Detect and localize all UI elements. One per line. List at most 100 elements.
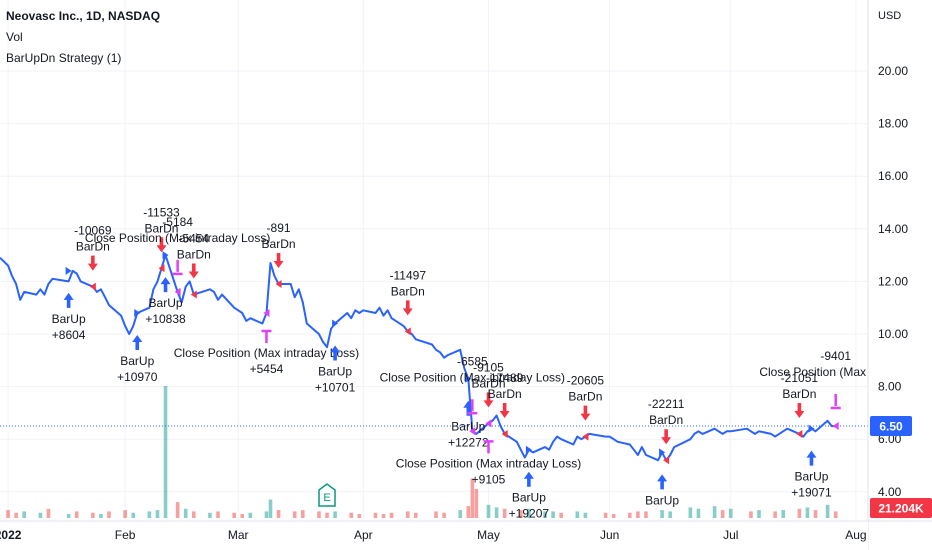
earnings-marker-letter: E	[323, 492, 330, 504]
sell-arrow	[188, 263, 199, 279]
volume-bar	[216, 511, 220, 518]
signal-label: BarDn	[488, 387, 522, 401]
signal-label: +9105	[472, 472, 506, 486]
volume-bar	[781, 510, 786, 518]
volume-bar	[696, 508, 701, 518]
close-arrow	[830, 394, 841, 410]
fill-marker	[501, 429, 508, 438]
volume-bar	[292, 511, 297, 518]
volume-value: 21.204K	[878, 502, 924, 516]
volume-bar	[442, 512, 446, 518]
volume-bar	[14, 512, 18, 518]
volume-bar	[668, 511, 672, 518]
volume-bar	[268, 499, 273, 518]
volume-bar	[208, 512, 212, 518]
y-tick-label: 12.00	[878, 274, 908, 288]
signal-label: -9401	[820, 349, 851, 363]
y-tick-label: 10.00	[878, 327, 908, 341]
volume-bar	[414, 512, 418, 518]
x-tick-label: Feb	[115, 528, 136, 542]
signal-label: +10970	[117, 370, 158, 384]
volume-tag	[870, 498, 932, 518]
y-tick-label: 18.00	[878, 117, 908, 131]
volume-bar	[175, 502, 180, 518]
legend-strategy[interactable]: BarUpDn Strategy (1)	[6, 51, 122, 65]
volume-bar	[373, 512, 378, 518]
legend-symbol[interactable]: Neovasc Inc., 1D, NASDAQ	[6, 9, 161, 23]
fill-marker	[65, 266, 72, 275]
volume-bar	[232, 512, 236, 518]
last-price-tag	[870, 416, 912, 437]
volume-bar	[325, 512, 329, 518]
sell-arrow	[499, 402, 510, 418]
signal-label: +5454	[250, 362, 284, 376]
volume-bar	[527, 508, 531, 518]
signal-label: -9105	[473, 360, 504, 374]
sell-arrow	[483, 392, 494, 408]
x-tick-label: Aug	[845, 528, 866, 542]
volume-bar	[147, 511, 152, 518]
volume-bar	[611, 514, 616, 518]
sell-arrow	[580, 405, 591, 421]
volume-bar	[381, 514, 386, 518]
volume-bar	[107, 511, 111, 518]
volume-bar	[38, 512, 43, 518]
volume-bar	[357, 514, 362, 518]
volume-bar	[502, 508, 507, 518]
fill-marker	[174, 287, 181, 296]
x-tick-label: Mar	[228, 528, 249, 542]
price-line	[0, 254, 836, 462]
signal-label: -6585	[457, 354, 488, 368]
signal-label: -5184	[162, 215, 193, 229]
volume-bar	[74, 511, 79, 518]
signal-label: BarUp	[52, 312, 86, 326]
close-arrow	[261, 329, 272, 343]
buy-arrow	[132, 334, 143, 350]
volume-bar	[300, 510, 305, 518]
fill-marker	[469, 427, 476, 436]
close-arrow	[467, 399, 478, 415]
buy-arrow	[657, 474, 668, 490]
y-tick-label: 8.00	[878, 380, 902, 394]
time-axis-bg	[0, 521, 868, 550]
signal-label: +19071	[791, 486, 832, 500]
legend-volume[interactable]: Vol	[6, 30, 23, 44]
volume-bar	[405, 511, 410, 518]
volume-bar	[123, 510, 127, 518]
volume-bar	[389, 512, 394, 518]
x-tick-label: Apr	[354, 528, 373, 542]
volume-bar	[240, 514, 245, 518]
volume-bar	[474, 488, 479, 518]
volume-bar	[183, 508, 188, 518]
legend: Neovasc Inc., 1D, NASDAQ Vol BarUpDn Str…	[6, 6, 160, 69]
volume-bar	[470, 478, 475, 518]
fill-marker	[796, 429, 803, 438]
signal-label: BarUp	[645, 493, 679, 507]
buy-arrow	[160, 277, 171, 293]
fill-marker	[582, 432, 589, 441]
y-tick-label: 14.00	[878, 222, 908, 236]
price-axis-bg	[868, 0, 932, 550]
fill-marker	[404, 327, 411, 336]
volume-bar	[46, 508, 51, 518]
sell-arrow	[87, 255, 98, 271]
volume-bar	[191, 511, 196, 518]
signal-label: -10069	[74, 224, 112, 238]
fill-marker	[485, 419, 492, 428]
fill-marker	[134, 308, 141, 317]
signal-label: -5454	[178, 232, 209, 246]
volume-bar	[434, 511, 438, 518]
signal-label: BarUp	[318, 364, 352, 378]
volume-bar	[660, 510, 664, 518]
fill-marker	[525, 445, 532, 454]
x-tick-label: May	[477, 528, 500, 542]
volume-bar	[91, 512, 95, 518]
volume-bar	[825, 504, 830, 518]
signal-label: BarDn	[649, 413, 683, 427]
fill-marker	[162, 251, 169, 260]
volume-bar	[749, 511, 753, 518]
close-arrow	[172, 259, 183, 276]
signal-label: -11533	[143, 205, 180, 219]
signal-label: -21051	[781, 371, 819, 385]
